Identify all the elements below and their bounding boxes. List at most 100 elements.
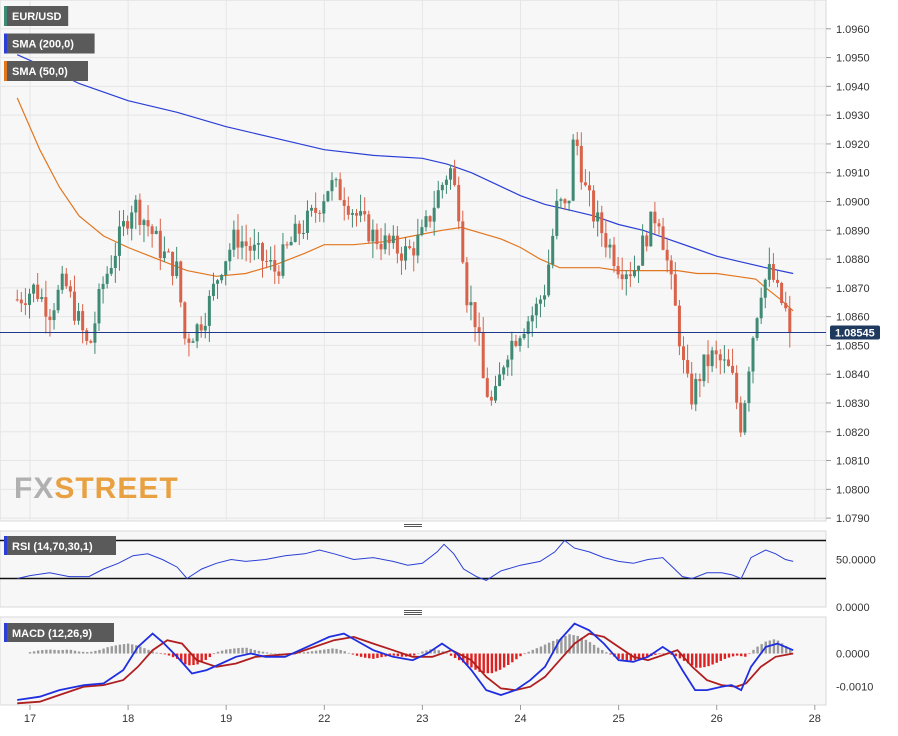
candle-body: [473, 302, 477, 328]
candle-body: [220, 274, 224, 281]
macd-legend[interactable]: MACD (12,26,9): [4, 623, 114, 642]
y-tick-label: 1.0820: [836, 427, 870, 439]
macd-histogram-bar: [789, 648, 792, 654]
candle-body: [113, 255, 117, 269]
macd-histogram-bar: [474, 653, 477, 670]
macd-histogram-bar: [151, 651, 154, 654]
candle-body: [367, 214, 371, 242]
candle-body: [538, 299, 542, 304]
candle-body: [334, 179, 338, 181]
candle-body: [56, 289, 60, 311]
macd-histogram-bar: [319, 650, 322, 654]
candle-body: [244, 241, 248, 247]
macd-histogram-bar: [396, 653, 400, 657]
candle-body: [52, 310, 56, 321]
candle-body: [690, 373, 694, 405]
macd-histogram-bar: [674, 653, 678, 657]
candle-body: [416, 234, 420, 256]
candle-body: [105, 273, 109, 284]
candle-body: [465, 262, 469, 306]
y-tick-label: 1.0790: [836, 513, 870, 525]
macd-histogram-bar: [552, 640, 555, 654]
candle-body: [289, 241, 293, 246]
candle-body: [469, 302, 473, 306]
macd-histogram-bar: [45, 649, 48, 654]
candle-body: [81, 311, 85, 331]
candle-body: [645, 235, 649, 247]
macd-histogram-bar: [535, 648, 539, 654]
candle-body: [130, 212, 134, 229]
candle-body: [612, 244, 616, 266]
macd-histogram-bar: [707, 653, 710, 667]
macd-histogram-bar: [564, 635, 567, 654]
candle-body: [555, 200, 559, 236]
candle-body: [330, 180, 334, 192]
candle-body: [567, 200, 571, 204]
candle-body: [596, 212, 600, 222]
macd-histogram-bar: [122, 644, 126, 654]
candle-body: [224, 261, 228, 275]
y-tick-label: 1.0960: [836, 24, 870, 36]
candle-body: [23, 303, 27, 305]
candle-body: [776, 279, 780, 283]
candle-body: [665, 249, 669, 261]
candle-body: [755, 318, 759, 339]
macd-histogram-bar: [421, 651, 424, 654]
candle-body: [710, 350, 714, 367]
sma200-path: [16, 54, 794, 275]
macd-histogram-bar: [392, 653, 395, 656]
candle-body: [506, 359, 510, 368]
candle-body: [399, 253, 403, 261]
candle-body: [428, 216, 432, 222]
macd-histogram-bar: [629, 653, 633, 661]
candle-body: [677, 305, 681, 347]
candle-body: [563, 199, 567, 204]
candle-body: [449, 168, 453, 180]
candle-body: [412, 248, 416, 256]
macd-histogram-bar: [596, 647, 600, 654]
macd-histogram-bar: [609, 653, 612, 655]
y-tick-label: 1.0910: [836, 168, 870, 180]
price-tag-bg: [830, 325, 880, 340]
panel-splitter-handle-2[interactable]: [404, 610, 422, 615]
candle-body: [784, 303, 788, 309]
x-tick-label: 25: [612, 713, 624, 725]
price-tag-label: 1.08545: [835, 327, 875, 339]
candle-body: [477, 327, 481, 333]
candle-body: [624, 274, 628, 280]
macd-y-tick-label: 0.0000: [836, 649, 870, 661]
macd-histogram-bar: [772, 639, 776, 654]
macd-histogram-bar: [351, 653, 355, 655]
candle-body: [310, 207, 314, 211]
macd-histogram-bar: [417, 653, 420, 654]
macd-histogram-bar: [130, 644, 134, 654]
candle-body: [726, 359, 730, 366]
macd-histogram-bar: [159, 653, 162, 655]
macd-histogram-bar: [278, 653, 281, 655]
legend-main[interactable]: EUR/USD SMA (200,0) SMA (50,0): [4, 6, 95, 81]
candle-body: [735, 372, 739, 403]
candle-body: [510, 340, 514, 360]
macd-legend-swatch: [4, 623, 7, 642]
candle-body: [207, 295, 211, 326]
macd-histogram-bar: [498, 653, 502, 670]
y-tick-label: 1.0950: [836, 53, 870, 65]
candle-body: [236, 229, 240, 248]
candle-body: [551, 235, 555, 265]
rsi-legend[interactable]: RSI (14,70,30,1): [4, 536, 116, 555]
y-tick-label: 1.0840: [836, 369, 870, 381]
macd-histogram-bar: [678, 653, 682, 659]
legend-swatch: [4, 33, 7, 54]
macd-histogram-bar: [73, 650, 77, 654]
panel-splitter-handle[interactable]: [404, 523, 422, 528]
legend-item[interactable]: SMA (200,0): [4, 33, 95, 54]
macd-histogram-bar: [584, 639, 588, 654]
macd-histogram-bar: [225, 649, 228, 654]
macd-histogram-bar: [380, 653, 383, 658]
macd-panel: [17, 622, 794, 705]
legend-item[interactable]: EUR/USD: [4, 6, 69, 26]
candle-body: [101, 283, 105, 290]
candle-body: [763, 279, 767, 298]
legend-item[interactable]: SMA (50,0): [4, 61, 88, 81]
